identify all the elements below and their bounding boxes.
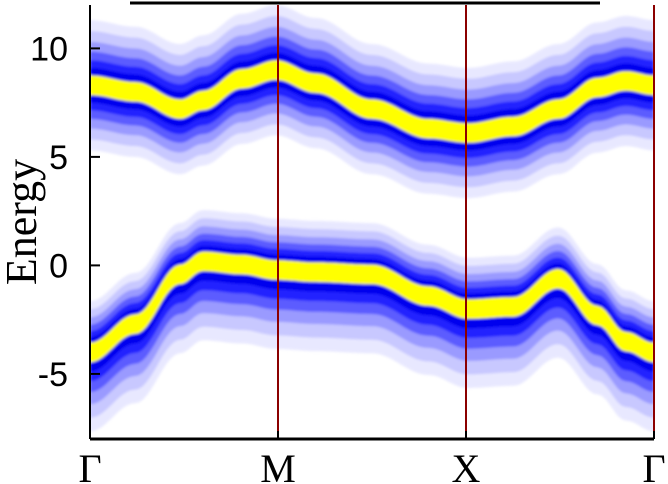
spectral-contours [90,5,654,432]
contour-level-lower-band-6 [90,245,654,372]
y-tick-label: 5 [49,139,68,177]
x-tick-label: M [260,446,296,484]
axes [89,1,654,441]
x-tick-label: Γ [78,446,101,484]
y-tick-label: 10 [30,30,68,68]
y-axis-title: Energy [0,159,46,285]
x-tick-label: Γ [642,446,665,484]
y-tick-label: 0 [49,247,68,285]
x-tick-label: X [452,446,481,484]
contour-level-upper-band-7 [90,60,654,143]
y-axis-ticks: 10 5 0 -5 [30,30,100,394]
contour-level-lower-band-7 [90,251,654,363]
y-tick-label: -5 [38,356,68,394]
